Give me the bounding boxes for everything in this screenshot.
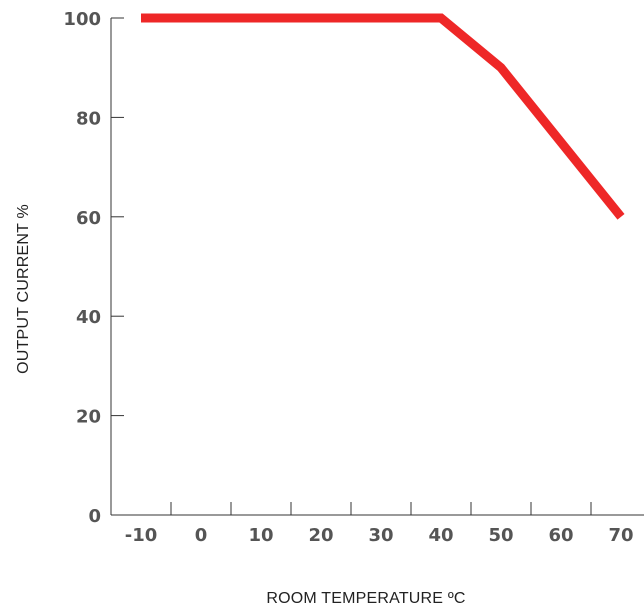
y-tick-label: 80: [76, 108, 101, 129]
x-ticks: -10 0 10 20 30 40 50 60 70: [125, 502, 634, 546]
x-tick-label: 60: [548, 525, 573, 546]
x-tick-label: 50: [488, 525, 513, 546]
x-tick-label: 70: [608, 525, 633, 546]
series-line-0: [141, 13, 625, 220]
y-tick-label: 40: [76, 307, 101, 328]
x-tick-label: -10: [125, 525, 158, 546]
y-tick-label: 60: [76, 208, 101, 229]
x-tick-label: 30: [368, 525, 393, 546]
x-tick-label: 10: [248, 525, 273, 546]
series-layer: [141, 13, 625, 220]
y-ticks: 0 20 40 60 80 100: [63, 9, 124, 527]
x-tick-label: 20: [308, 525, 333, 546]
x-tick-label: 0: [195, 525, 208, 546]
axes: [110, 18, 644, 516]
x-tick-label: 40: [428, 525, 453, 546]
y-tick-label: 100: [63, 9, 101, 30]
y-tick-label: 0: [88, 506, 101, 527]
y-axis-title: OUTPUT CURRENT %: [15, 204, 32, 374]
x-axis-title: ROOM TEMPERATURE ºC: [266, 590, 465, 607]
y-tick-label: 20: [76, 407, 101, 428]
